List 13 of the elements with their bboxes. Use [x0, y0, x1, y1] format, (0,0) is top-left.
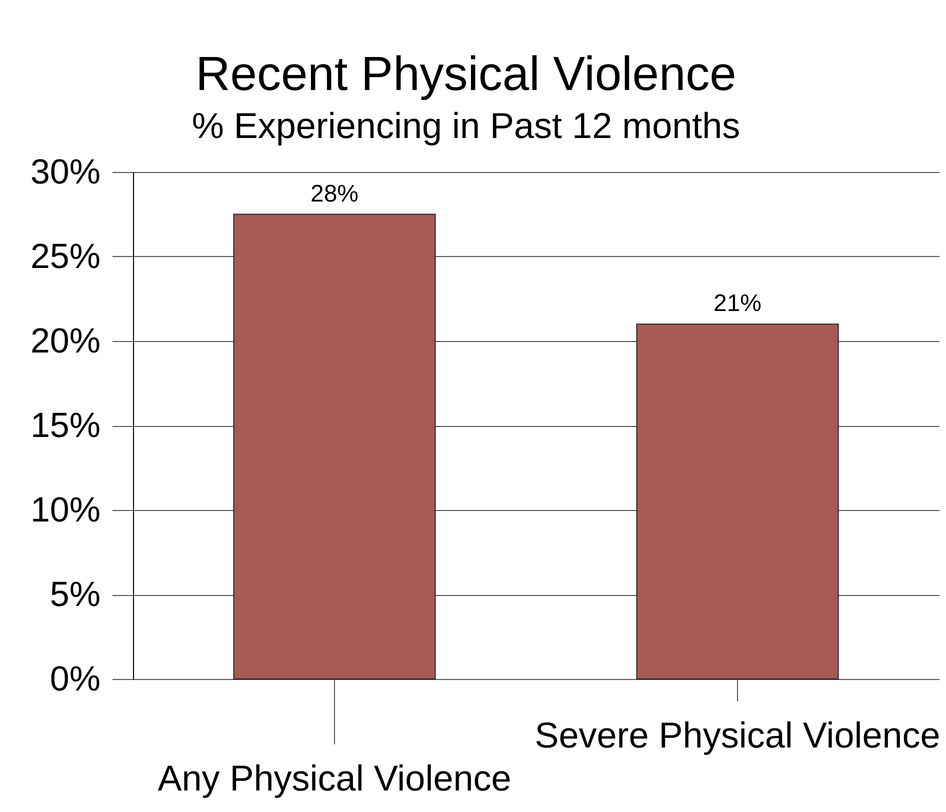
y-tick-label: 0%	[50, 660, 100, 698]
chart-title: Recent Physical Violence	[196, 48, 736, 101]
data-label: 21%	[713, 290, 762, 318]
y-tick-label: 5%	[50, 575, 100, 614]
data-label: 28%	[310, 180, 359, 208]
y-tick-label: 15%	[30, 406, 100, 445]
y-tick-label: 10%	[30, 490, 100, 530]
y-tick-label: 30%	[30, 152, 100, 192]
y-tick-label: 20%	[30, 322, 100, 360]
x-tick-label: Severe Physical Violence	[534, 714, 940, 756]
chart-subtitle: % Experiencing in Past 12 months	[192, 105, 740, 146]
y-tick-label: 25%	[30, 237, 100, 276]
x-tick-label: Any Physical Violence	[158, 758, 512, 798]
